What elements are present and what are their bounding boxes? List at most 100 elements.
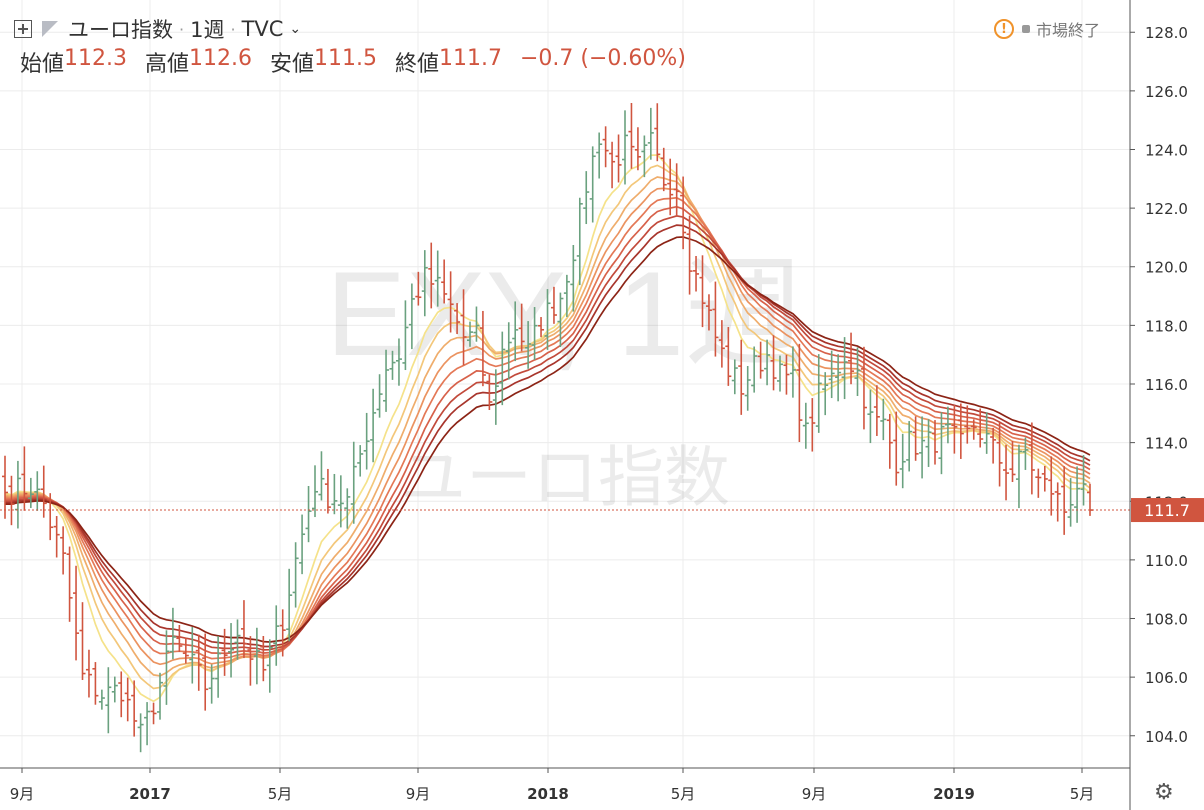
x-tick-label: 2019 <box>933 785 975 803</box>
ohlc-bar <box>324 468 331 514</box>
ohlc-bar <box>1022 437 1029 470</box>
x-tick-label: 2017 <box>129 785 171 803</box>
ohlc-bar <box>131 680 138 737</box>
ohlc-bar <box>53 516 60 558</box>
ohlc-bar <box>589 146 596 223</box>
interval[interactable]: 1週 <box>190 18 225 42</box>
ohlc-bar <box>576 197 583 286</box>
y-tick-label: 116.0 <box>1145 376 1188 394</box>
ohlc-bar <box>783 354 790 395</box>
ohlc-bar <box>609 141 616 189</box>
ohlc-bar <box>467 321 473 347</box>
ohlc-bar <box>273 605 280 666</box>
ohlc-bar <box>8 475 15 526</box>
ohlc-bar <box>253 627 260 685</box>
symbol-row: ユーロ指数 · 1週 · TVC ⌄ <box>14 14 301 44</box>
ohlc-bar <box>266 639 273 693</box>
ohlc-bar <box>150 702 157 725</box>
ohlc-bar <box>441 259 448 304</box>
market-status[interactable]: ! 市場終了 <box>994 17 1100 41</box>
ohlc-bar <box>860 346 867 430</box>
ohlc-bar <box>712 281 719 357</box>
ohlc-bar <box>615 134 622 183</box>
ohlc-bar <box>286 568 293 642</box>
open-value: 112.3 <box>64 46 127 71</box>
ohlc-bar <box>208 664 215 704</box>
ohlc-bar <box>770 335 777 391</box>
ohlc-bar <box>1015 444 1022 509</box>
ohlc-bar <box>977 408 984 448</box>
ohlc-bar <box>964 405 971 444</box>
ohlc-bar <box>660 147 667 192</box>
ohlc-bar <box>686 215 693 295</box>
grid <box>0 0 1130 768</box>
ohlc-bar <box>1028 422 1035 495</box>
ohlc-bar <box>363 412 370 470</box>
ohlc-bar <box>796 343 803 442</box>
ohlc-bar <box>240 600 247 659</box>
ohlc-bar <box>835 354 842 402</box>
x-tick-label: 2018 <box>527 785 569 803</box>
ohlc-bar <box>867 389 874 444</box>
ohlc-bar <box>1009 440 1016 483</box>
chevron-down-icon[interactable]: ⌄ <box>289 21 302 37</box>
ohlc-bar <box>809 398 816 452</box>
ohlc-bar <box>919 416 926 479</box>
y-tick-label: 108.0 <box>1145 611 1188 629</box>
watermark-description: ユーロ指数 <box>400 439 730 516</box>
ohlc-bar <box>996 422 1003 487</box>
ohlc-bar <box>357 445 364 477</box>
alert-icon[interactable]: ! <box>994 19 1014 39</box>
ohlc-bar <box>641 135 648 178</box>
open-label: 始値 <box>20 52 65 77</box>
ohlc-bar <box>647 107 654 160</box>
ohlc-bar <box>370 388 377 463</box>
price-bars <box>2 102 1093 753</box>
ohlc-bar <box>951 404 958 454</box>
data-source[interactable]: TVC <box>241 17 284 41</box>
ohlc-bar <box>221 628 228 676</box>
ohlc-bar <box>725 327 732 386</box>
ohlc-bar <box>815 354 822 433</box>
ohlc-bar <box>970 419 977 440</box>
ohlc-bar <box>279 609 286 657</box>
ohlc-bar <box>182 637 189 664</box>
ohlc-bar <box>880 398 887 441</box>
gear-icon[interactable]: ⚙ <box>1154 780 1174 805</box>
ohlc-bar <box>118 671 125 718</box>
ohlc-bar <box>479 310 486 387</box>
ohlc-bar <box>531 307 538 360</box>
ohlc-bar <box>563 274 570 317</box>
ohlc-bar <box>1067 478 1074 527</box>
ohlc-bar <box>893 411 900 486</box>
symbol-name[interactable]: ユーロ指数 <box>68 18 173 42</box>
ohlc-bar <box>305 486 312 543</box>
ohlc-bar <box>1080 455 1087 506</box>
ohlc-bar <box>822 372 829 416</box>
flag-icon[interactable] <box>42 21 58 37</box>
ohlc-bar <box>376 374 383 418</box>
plus-icon[interactable] <box>14 20 32 38</box>
ohlc-bar <box>460 289 467 366</box>
ohlc-bar <box>337 475 344 528</box>
ohlc-bar <box>764 339 771 386</box>
ohlc-bar <box>738 339 745 415</box>
y-tick-label: 126.0 <box>1145 83 1188 101</box>
ohlc-bar <box>518 303 525 352</box>
ohlc-bar <box>1035 468 1042 498</box>
ohlc-bar <box>628 102 635 169</box>
ohlc-bar <box>757 341 764 379</box>
ohlc-bar <box>98 689 105 710</box>
ohlc-bar <box>408 283 415 350</box>
y-tick-label: 124.0 <box>1145 141 1188 159</box>
ohlc-bar <box>292 542 299 608</box>
ohlc-bar <box>583 171 590 225</box>
ohlc-bar <box>744 365 751 411</box>
ohlc-bar <box>27 477 34 508</box>
ohlc-bar <box>912 416 919 461</box>
ohlc-bar <box>505 322 512 380</box>
ohlc-bar <box>802 402 809 449</box>
last-price-label-bg <box>1131 498 1204 523</box>
ohlc-bar <box>85 649 92 698</box>
